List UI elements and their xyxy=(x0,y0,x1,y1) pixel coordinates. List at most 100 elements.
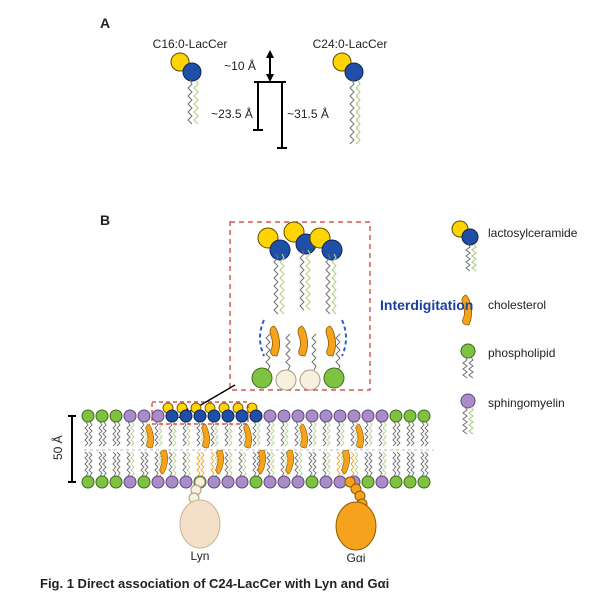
tail-icon xyxy=(117,452,120,476)
tail-icon xyxy=(89,452,92,476)
legend-label: phospholipid xyxy=(488,346,555,360)
tail-icon xyxy=(313,452,316,476)
tail-icon xyxy=(131,452,134,476)
tail-icon xyxy=(312,334,316,370)
tail-icon xyxy=(85,452,88,476)
gai-protein: Gαi xyxy=(336,477,376,565)
left-tail-measure-label: ~23.5 Å xyxy=(211,106,253,121)
tail-icon xyxy=(300,250,304,310)
tail-icon xyxy=(407,452,410,476)
lipid-head-icon xyxy=(152,476,164,488)
tail-icon xyxy=(285,422,288,446)
lipid-head-icon xyxy=(278,476,290,488)
tail-icon xyxy=(197,422,200,446)
tail-icon xyxy=(336,334,340,370)
blue-head-icon xyxy=(345,63,363,81)
tail-icon xyxy=(141,452,144,476)
lipid-head-icon xyxy=(376,410,388,422)
tail-icon xyxy=(274,254,278,314)
tail-sphingo-icon xyxy=(306,250,310,310)
tail-icon xyxy=(379,452,382,476)
lipid-head-icon xyxy=(250,410,262,422)
panel-a-label: A xyxy=(100,15,110,31)
tail-icon xyxy=(113,422,116,446)
tail-icon xyxy=(257,422,260,446)
tail-sphingo-icon xyxy=(280,254,284,314)
blue-head-icon xyxy=(462,229,478,245)
membrane: 50 Å Lyn xyxy=(50,402,434,565)
tail-icon xyxy=(393,422,396,446)
tail-icon xyxy=(379,422,382,446)
tail-icon xyxy=(425,422,428,446)
tail-icon xyxy=(103,422,106,446)
protein-right-label: Gαi xyxy=(347,551,366,565)
tail-icon xyxy=(286,334,290,370)
blue-dash-arc-icon xyxy=(342,320,346,356)
lipid-head-icon xyxy=(348,410,360,422)
cholesterol-icon xyxy=(270,326,280,356)
lipid-head-icon xyxy=(264,476,276,488)
tail-icon xyxy=(313,422,316,446)
membrane-thickness-label: 50 Å xyxy=(50,435,65,460)
tail-icon xyxy=(113,452,116,476)
tail-icon xyxy=(299,452,302,476)
lipid-head-icon xyxy=(404,410,416,422)
tail-icon xyxy=(411,452,414,476)
lipid-head-icon xyxy=(82,410,94,422)
tail-icon xyxy=(323,452,326,476)
tail-icon xyxy=(211,422,214,446)
tail-icon xyxy=(393,452,396,476)
tail-icon xyxy=(201,452,204,476)
tail-icon xyxy=(425,452,428,476)
tail-icon xyxy=(295,452,298,476)
lipid-head-icon xyxy=(306,410,318,422)
laccer-right xyxy=(333,53,363,144)
lyn-protein: Lyn xyxy=(180,477,220,563)
lipid-head-icon xyxy=(292,410,304,422)
lipid-head-icon xyxy=(376,476,388,488)
tail-icon xyxy=(295,422,298,446)
tail-icon xyxy=(407,422,410,446)
tail-icon xyxy=(173,422,176,446)
tail-icon xyxy=(131,422,134,446)
tail-icon xyxy=(365,422,368,446)
tail-icon xyxy=(271,452,274,476)
legend: lactosylceramide cholesterol phospholipi… xyxy=(452,221,578,434)
blue-head-icon xyxy=(270,240,290,260)
figure-svg: A C16:0-LacCer C24:0-LacCer xyxy=(0,0,594,608)
tail-icon xyxy=(383,452,386,476)
tail-icon xyxy=(466,244,470,271)
lipid-head-icon xyxy=(222,410,234,422)
lipid-head-icon xyxy=(292,476,304,488)
tail-sphingo-icon xyxy=(332,254,336,314)
lipid-head-icon xyxy=(180,410,192,422)
green-head-icon xyxy=(461,344,475,358)
lipid-head-icon xyxy=(110,410,122,422)
lipid-head-icon xyxy=(152,410,164,422)
lipid-head-icon xyxy=(250,476,262,488)
tail-icon xyxy=(127,452,130,476)
tail-icon xyxy=(188,80,192,124)
lipid-head-icon xyxy=(404,476,416,488)
species-right-label: C24:0-LacCer xyxy=(313,37,388,51)
legend-item-cholesterol: cholesterol xyxy=(462,295,546,325)
tail-icon xyxy=(271,422,274,446)
tail-measure: ~23.5 Å ~31.5 Å xyxy=(211,82,329,148)
lipid-head-icon xyxy=(166,410,178,422)
tail-icon xyxy=(169,452,172,476)
lipid-head-icon xyxy=(138,476,150,488)
tail-icon xyxy=(239,422,242,446)
lower-leaflet xyxy=(82,450,430,488)
tail-icon xyxy=(183,452,186,476)
interdigitation-label: Interdigitation xyxy=(380,297,473,313)
tail-icon xyxy=(155,422,158,446)
lipid-head-icon xyxy=(194,410,206,422)
tail-icon xyxy=(351,422,354,446)
lipid-head-icon xyxy=(96,476,108,488)
figure-stage: A C16:0-LacCer C24:0-LacCer xyxy=(0,0,594,608)
lipid-head-icon xyxy=(236,476,248,488)
tail-icon xyxy=(229,452,232,476)
tail-sphingo-icon xyxy=(472,244,476,271)
blue-head-icon xyxy=(322,240,342,260)
protein-body-icon xyxy=(180,500,220,548)
